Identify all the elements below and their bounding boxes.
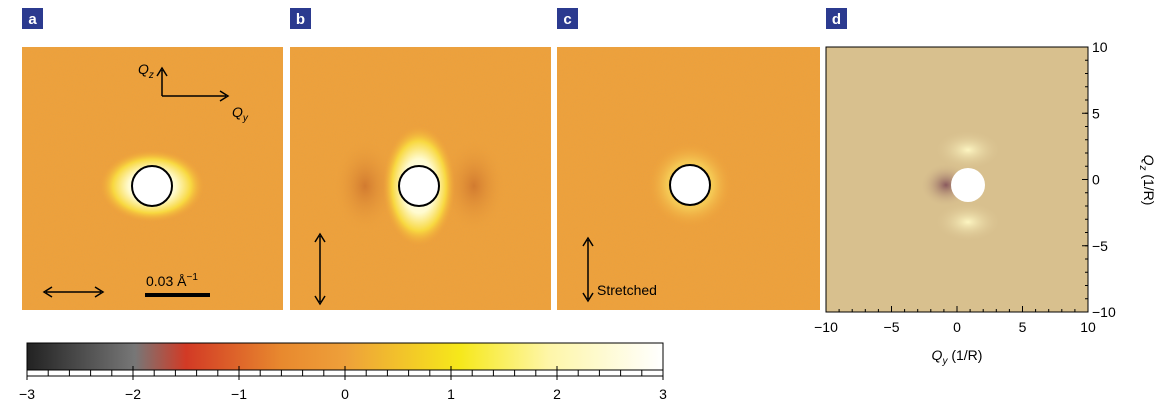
y-tick-label: 5 — [1092, 105, 1100, 121]
x-axis-label: Qy (1/R) — [932, 347, 983, 367]
symbol: Q — [1141, 155, 1157, 166]
x-tick-label: 5 — [1019, 319, 1027, 335]
y-tick-label: −10 — [1092, 304, 1116, 320]
tick-label: 2 — [553, 386, 561, 402]
x-tick-label: −10 — [814, 319, 838, 335]
y-tick-label: 0 — [1092, 172, 1100, 188]
unit: (1/R) — [947, 347, 982, 363]
scale-text: 0.03 Å — [146, 273, 187, 289]
x-tick-label: 10 — [1080, 319, 1096, 335]
x-tick-label: −5 — [884, 319, 900, 335]
superscript: −1 — [186, 272, 198, 283]
symbol: Q — [138, 61, 149, 77]
panel-d-image — [826, 47, 1088, 312]
panel-a-image — [22, 47, 283, 310]
y-tick-label: −5 — [1092, 238, 1108, 254]
tick-label: 0 — [341, 386, 349, 402]
panel-c-image — [557, 47, 820, 310]
subscript: y — [242, 113, 249, 124]
tick-label: −2 — [125, 386, 141, 402]
panel-label: a — [28, 11, 37, 28]
symbol: Q — [232, 104, 243, 120]
colorbar — [27, 343, 663, 370]
subscript: z — [148, 70, 154, 81]
tick-label: −1 — [231, 386, 247, 402]
panel-label: d — [832, 11, 841, 28]
x-tick-label: 0 — [953, 319, 961, 335]
panel-label: c — [563, 11, 571, 28]
panel-label: b — [296, 11, 305, 28]
colorbar-axis: −3 −2 −1 0 1 2 3 — [19, 366, 667, 402]
unit: (1/R) — [1141, 170, 1157, 205]
panel-b-image — [290, 47, 551, 310]
panel-labels: a b c d — [22, 8, 847, 29]
tick-label: 1 — [447, 386, 455, 402]
figure: a b c d Qz Qy 0.03 Å−1 Stretched −10−505… — [0, 0, 1164, 405]
annotation: Stretched — [597, 282, 657, 298]
tick-label: −3 — [19, 386, 35, 402]
y-tick-label: 10 — [1092, 39, 1108, 55]
symbol: Q — [932, 347, 943, 363]
y-axis-label: Qz (1/R) — [1137, 155, 1157, 206]
tick-label: 3 — [659, 386, 667, 402]
